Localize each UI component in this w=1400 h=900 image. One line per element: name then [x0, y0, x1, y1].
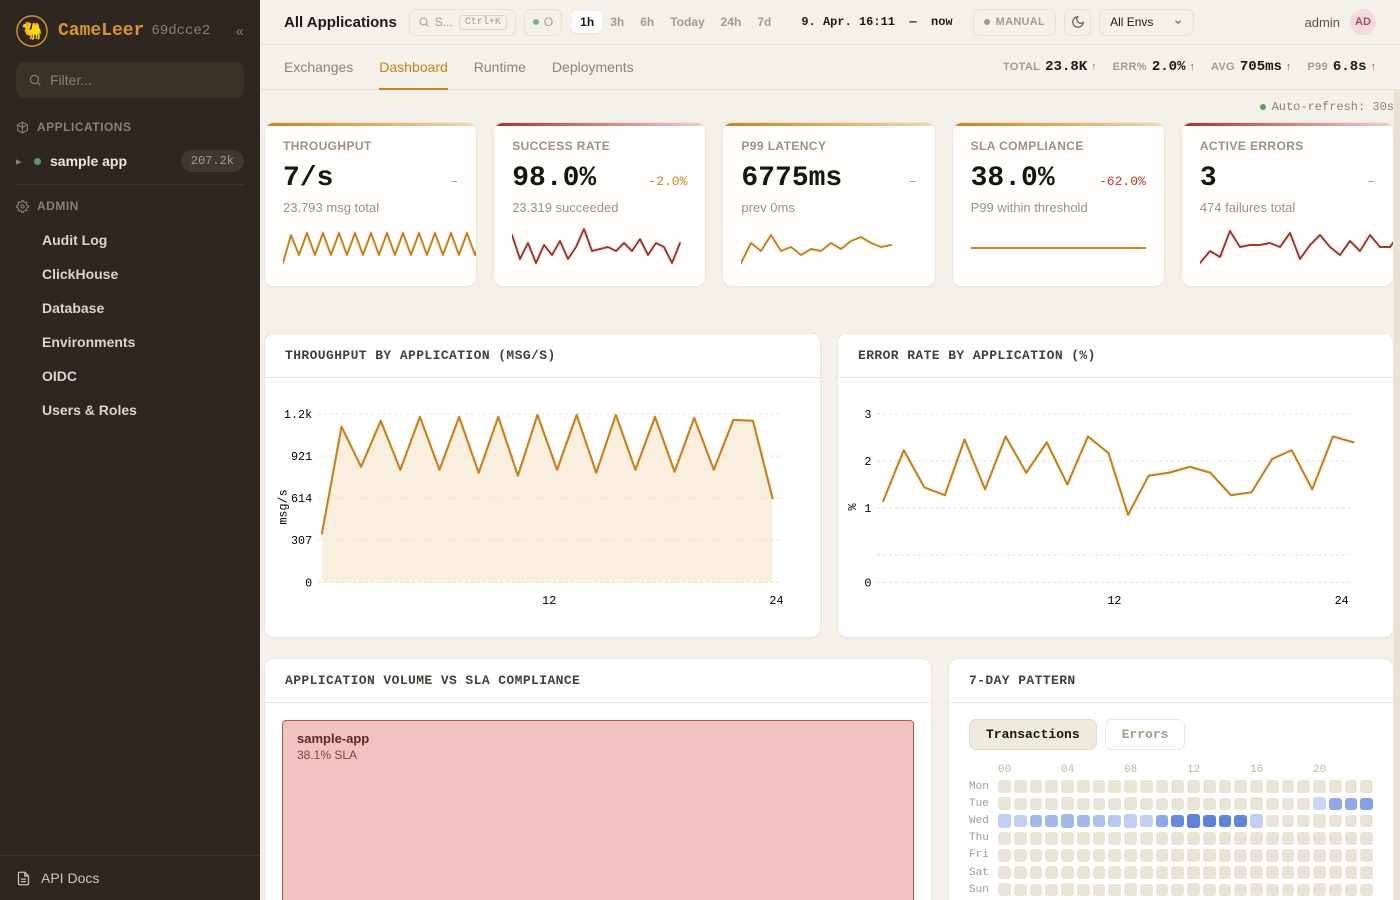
svg-text:24: 24	[769, 594, 783, 608]
svg-text:1.2k: 1.2k	[284, 408, 312, 422]
svg-text:307: 307	[291, 534, 312, 548]
svg-text:🐫: 🐫	[21, 21, 42, 40]
svg-text:msg/s: msg/s	[277, 489, 291, 524]
svg-text:1: 1	[864, 502, 871, 516]
svg-text:%: %	[846, 503, 860, 511]
svg-text:12: 12	[542, 594, 556, 608]
svg-text:3: 3	[864, 408, 871, 422]
svg-text:12: 12	[1107, 594, 1121, 608]
svg-text:0: 0	[305, 576, 312, 590]
svg-text:614: 614	[291, 492, 312, 506]
svg-text:2: 2	[864, 455, 871, 469]
svg-text:921: 921	[291, 450, 312, 464]
svg-text:0: 0	[864, 576, 871, 590]
svg-text:24: 24	[1335, 594, 1349, 608]
